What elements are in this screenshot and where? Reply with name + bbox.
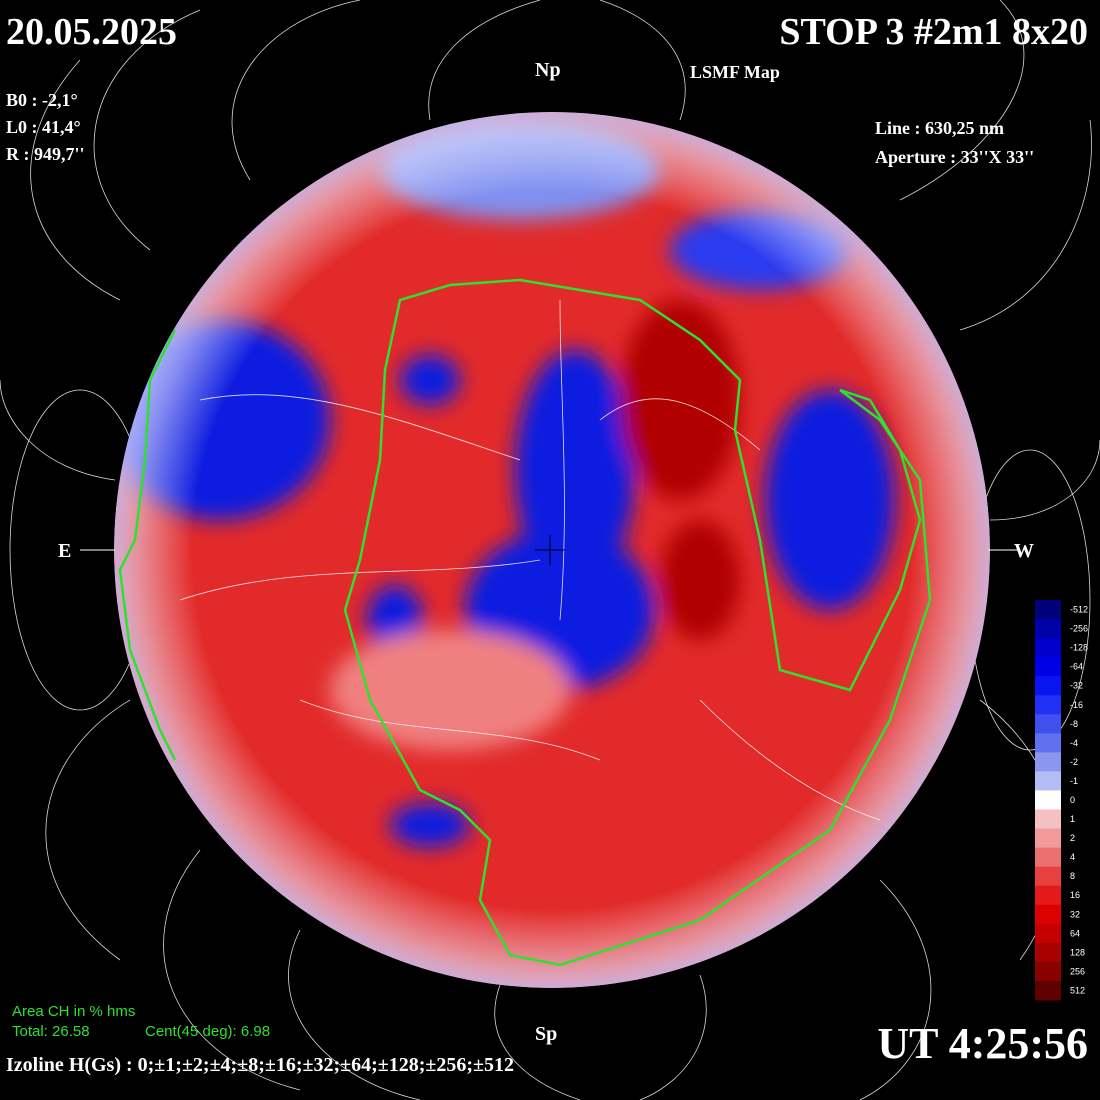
colorbar-label: 8 [1070, 871, 1075, 881]
colorbar-label: 0 [1070, 795, 1075, 805]
colorbar-label: -128 [1070, 643, 1088, 653]
colorbar-label: -32 [1070, 681, 1083, 691]
colorbar-step [1035, 961, 1061, 982]
colorbar-label: -8 [1070, 719, 1078, 729]
colorbar-label: -1 [1070, 776, 1078, 786]
aperture: Aperture : 33''X 33'' [875, 147, 1034, 167]
colorbar-label: 256 [1070, 966, 1085, 976]
east: E [58, 540, 71, 562]
colorbar-step [1035, 657, 1061, 677]
title: STOP 3 #2m1 8x20 [779, 11, 1088, 53]
b0: B0 : -2,1° [6, 90, 78, 110]
colorbar-step [1035, 695, 1061, 715]
area-cent: Cent(45 deg): 6.98 [145, 1023, 270, 1040]
colorbar-step [1035, 942, 1061, 963]
colorbar-label: 64 [1070, 928, 1080, 938]
colorbar-step [1035, 714, 1061, 734]
colorbar-step [1035, 619, 1061, 639]
colorbar-step [1035, 847, 1061, 868]
subtitle: LSMF Map [690, 62, 780, 82]
colorbar-step [1035, 866, 1061, 887]
colorbar-step [1035, 752, 1061, 772]
area-total: Total: 26.58 [12, 1023, 90, 1040]
north: Np [535, 59, 561, 81]
colorbar: -512 -256 -128 -64 -32 -16 -8 -4 -2 -1 0 1 2 4 8 16 32 64… [1035, 600, 1088, 1001]
radius: R : 949,7'' [6, 144, 85, 164]
coronal-hole-contour [343, 278, 932, 967]
l0: L0 : 41,4° [6, 117, 81, 137]
colorbar-step [1035, 733, 1061, 753]
colorbar-step [1035, 980, 1061, 1001]
west: W [1014, 540, 1034, 562]
colorbar-step [1035, 923, 1061, 944]
colorbar-label: 2 [1070, 833, 1075, 843]
south: Sp [535, 1023, 557, 1045]
colorbar-label: -512 [1070, 605, 1088, 615]
colorbar-step [1035, 828, 1061, 849]
colorbar-step [1035, 809, 1061, 830]
colorbar-label: 4 [1070, 852, 1075, 862]
colorbar-label: 512 [1070, 985, 1085, 995]
time: UT 4:25:56 [877, 1019, 1088, 1068]
colorbar-label: -64 [1070, 662, 1083, 672]
colorbar-label: -16 [1070, 700, 1083, 710]
colorbar-step [1035, 600, 1061, 620]
colorbar-step [1035, 885, 1061, 906]
colorbar-label: -256 [1070, 624, 1088, 634]
colorbar-label: -2 [1070, 757, 1078, 767]
colorbar-label: 32 [1070, 909, 1080, 919]
area-title: Area CH in % hms [12, 1003, 135, 1020]
date: 20.05.2025 [6, 11, 177, 53]
line: Line : 630,25 nm [875, 118, 1004, 138]
colorbar-step [1035, 771, 1061, 791]
colorbar-label: 128 [1070, 947, 1085, 957]
colorbar-step [1035, 676, 1061, 696]
colorbar-label: 1 [1070, 814, 1075, 824]
colorbar-step [1035, 638, 1061, 658]
izoline: Izoline H(Gs) : 0;±1;±2;±4;±8;±16;±32;±6… [6, 1054, 514, 1076]
colorbar-step [1035, 904, 1061, 925]
colorbar-label: 16 [1070, 890, 1080, 900]
field-lines-inner [179, 299, 881, 821]
colorbar-label: -4 [1070, 738, 1078, 748]
limb-contour [118, 329, 177, 761]
colorbar-step [1035, 790, 1061, 811]
